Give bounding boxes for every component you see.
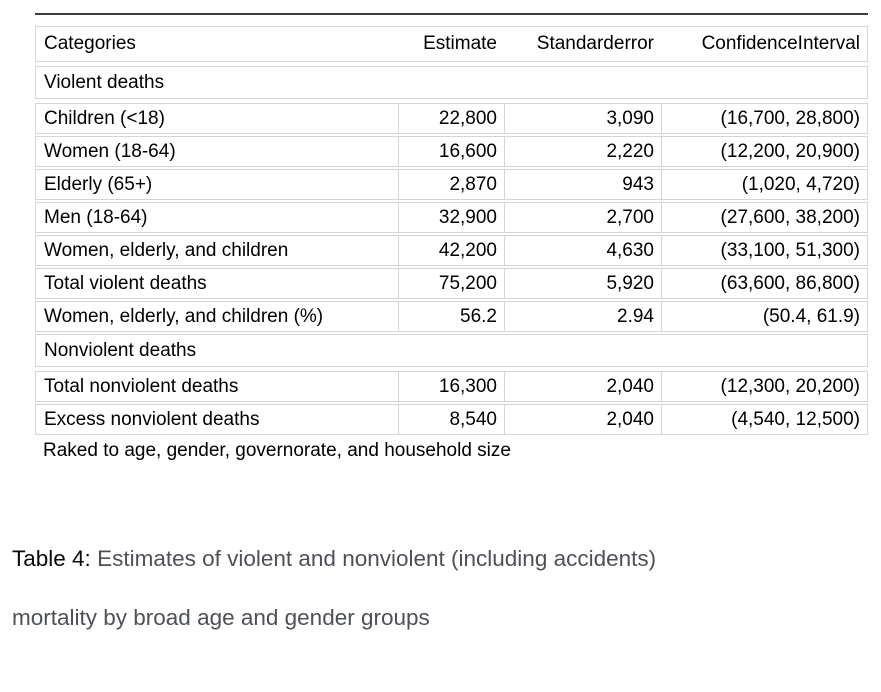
table-row: Women (18-64) 16,600 2,220 (12,200, 20,900)	[35, 136, 868, 167]
estimate-cell: 22,800	[398, 104, 504, 133]
standarderror-cell: 5,920	[504, 269, 661, 298]
table-row: Excess nonviolent deaths 8,540 2,040 (4,540…	[35, 404, 868, 435]
estimate-cell: 16,300	[398, 372, 504, 401]
table-row: Total violent deaths 75,200 5,920 (63,600, …	[35, 268, 868, 299]
category-cell: Children (<18)	[44, 107, 165, 129]
category-cell: Women (18-64)	[44, 140, 176, 162]
category-cell: Total nonviolent deaths	[44, 375, 239, 397]
confidence-interval-cell: (33,100, 51,300)	[661, 236, 867, 265]
standarderror-cell: 3,090	[504, 104, 661, 133]
confidence-interval-cell: (12,300, 20,200)	[661, 372, 867, 401]
column-header-categories: Categories	[44, 33, 136, 54]
caption-label: Table 4:	[12, 546, 91, 571]
category-cell: Excess nonviolent deaths	[44, 408, 260, 430]
caption-text: Estimates of violent and nonviolent (inc…	[90, 546, 657, 571]
table-row: Elderly (65+) 2,870 943 (1,020, 4,720)	[35, 169, 868, 200]
table-row: Women, elderly, and children 42,200 4,630(…	[35, 235, 868, 266]
table-row: Women, elderly, and children (%) 56.2 2.94…	[35, 301, 868, 332]
section-label: Violent deaths	[44, 71, 165, 93]
category-cell: Total violent deaths	[44, 272, 207, 294]
table-row: Children (<18) 22,800 3,090 (16,700, 28,800…	[35, 103, 868, 134]
standarderror-cell: 2.94	[504, 302, 661, 331]
table-grid: Categories Estimate Standarderror Confid…	[35, 26, 868, 462]
category-cell: Men (18-64)	[44, 206, 148, 228]
confidence-interval-cell: (12,200, 20,900)	[661, 137, 867, 166]
table-top-rule	[35, 13, 868, 15]
estimate-cell: 56.2	[398, 302, 504, 331]
page: Categories Estimate Standarderror Confid…	[0, 13, 881, 692]
estimate-cell: 8,540	[398, 405, 504, 434]
estimate-cell: 32,900	[398, 203, 504, 232]
section-header-row: Violent deaths	[35, 66, 868, 99]
table-body: Violent deaths Children (<18) 22,800 3,090(…	[35, 66, 868, 435]
category-cell: Elderly (65+)	[44, 173, 153, 195]
standarderror-cell: 943	[504, 170, 661, 199]
confidence-interval-cell: (4,540, 12,500)	[661, 405, 867, 434]
column-header-standarderror: Standarderror	[536, 33, 654, 54]
table-footnote: Raked to age, gender, governorate, and h…	[43, 440, 511, 461]
estimate-cell: 42,200	[398, 236, 504, 265]
table-caption: Table 4: Estimates of violent and nonvio…	[12, 546, 861, 631]
confidence-interval-cell: (16,700, 28,800)	[661, 104, 867, 133]
standarderror-cell: 2,040	[504, 405, 661, 434]
estimate-cell: 16,600	[398, 137, 504, 166]
confidence-interval-cell: (1,020, 4,720)	[661, 170, 867, 199]
standarderror-cell: 2,220	[504, 137, 661, 166]
mortality-table: Categories Estimate Standarderror Confid…	[35, 13, 868, 462]
caption-line-1: Table 4: Estimates of violent and nonvio…	[12, 546, 861, 572]
table-row: Men (18-64) 32,900 2,700 (27,600, 38,200)	[35, 202, 868, 233]
category-cell: Women, elderly, and children	[44, 239, 289, 261]
table-header-row: Categories Estimate Standarderror Confid…	[35, 26, 868, 62]
table-row: Total nonviolent deaths 16,300 2,040 (12,30…	[35, 371, 868, 402]
estimate-cell: 2,870	[398, 170, 504, 199]
caption-line-2: mortality by broad age and gender groups	[12, 605, 430, 630]
standarderror-cell: 2,040	[504, 372, 661, 401]
column-header-confidenceinterval: ConfidenceInterval	[701, 33, 860, 54]
category-cell: Women, elderly, and children (%)	[44, 305, 324, 327]
standarderror-cell: 4,630	[504, 236, 661, 265]
section-header-row: Nonviolent deaths	[35, 334, 868, 367]
standarderror-cell: 2,700	[504, 203, 661, 232]
column-header-estimate: Estimate	[423, 33, 497, 54]
confidence-interval-cell: (27,600, 38,200)	[661, 203, 867, 232]
confidence-interval-cell: (50.4, 61.9)	[661, 302, 867, 331]
confidence-interval-cell: (63,600, 86,800)	[661, 269, 867, 298]
section-label: Nonviolent deaths	[44, 339, 197, 361]
estimate-cell: 75,200	[398, 269, 504, 298]
